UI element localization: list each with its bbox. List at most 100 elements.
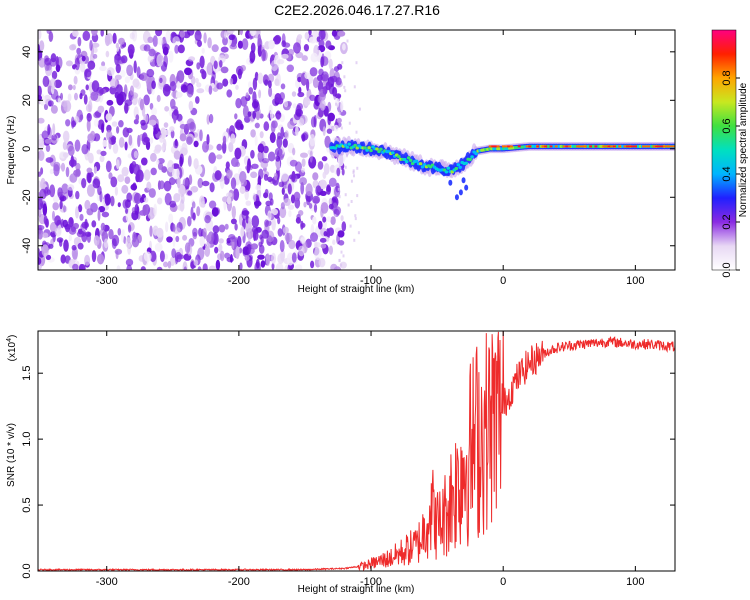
noise-cell bbox=[87, 60, 96, 70]
noise-cell bbox=[301, 158, 306, 167]
noise-cell bbox=[303, 97, 311, 106]
signal-core bbox=[404, 160, 409, 164]
noise-cell bbox=[63, 137, 69, 143]
noise-cell bbox=[141, 157, 148, 166]
noise-cell bbox=[82, 30, 91, 41]
signal-peak bbox=[568, 145, 571, 148]
noise-cell bbox=[86, 172, 91, 183]
noise-cell bbox=[38, 85, 42, 97]
noise-cell bbox=[88, 152, 94, 164]
noise-cell bbox=[97, 105, 105, 114]
noise-cell bbox=[259, 234, 263, 240]
noise-cell bbox=[239, 262, 243, 270]
noise-cell bbox=[313, 115, 317, 128]
noise-cell bbox=[261, 158, 270, 164]
noise-cell bbox=[55, 64, 61, 73]
noise-cell bbox=[164, 106, 170, 112]
noise-cell bbox=[159, 134, 165, 143]
noise-cell bbox=[125, 237, 132, 249]
signal-peak bbox=[581, 145, 585, 148]
noise-cell bbox=[356, 166, 359, 170]
noise-cell bbox=[54, 227, 62, 237]
signal-core bbox=[454, 166, 459, 171]
noise-cell bbox=[252, 77, 258, 91]
noise-cell bbox=[340, 126, 343, 130]
noise-cell bbox=[108, 139, 112, 150]
noise-cell bbox=[234, 223, 238, 231]
noise-cell bbox=[250, 171, 258, 179]
noise-cell bbox=[148, 119, 157, 126]
noise-cell bbox=[176, 81, 181, 89]
signal-peak bbox=[655, 145, 659, 148]
noise-cell bbox=[99, 228, 106, 237]
noise-cell bbox=[143, 44, 151, 52]
noise-cell bbox=[335, 93, 342, 99]
noise-cell bbox=[177, 204, 185, 211]
noise-cell bbox=[38, 197, 44, 210]
noise-cell bbox=[93, 111, 102, 119]
signal-peak bbox=[589, 145, 593, 148]
noise-cell bbox=[213, 60, 218, 70]
noise-cell bbox=[354, 214, 357, 218]
noise-cell bbox=[224, 223, 229, 230]
noise-cell bbox=[193, 259, 199, 267]
noise-cell bbox=[79, 213, 84, 221]
noise-cell bbox=[112, 143, 119, 154]
noise-cell bbox=[140, 119, 146, 126]
noise-cell bbox=[291, 252, 297, 263]
noise-cell bbox=[83, 94, 88, 105]
noise-cell bbox=[100, 222, 106, 231]
noise-cell bbox=[182, 178, 189, 187]
noise-cell bbox=[352, 169, 355, 173]
noise-cell bbox=[166, 236, 173, 243]
noise-cell bbox=[150, 152, 157, 162]
signal-peak bbox=[541, 145, 545, 148]
signal-core bbox=[397, 155, 401, 159]
y-tick-label: 1.0 bbox=[21, 431, 33, 446]
noise-cell bbox=[155, 30, 163, 37]
noise-cell bbox=[222, 36, 228, 46]
noise-cell bbox=[54, 215, 61, 226]
noise-cell bbox=[220, 46, 229, 53]
noise-cell bbox=[180, 84, 188, 93]
noise-cell bbox=[340, 215, 344, 222]
colorbar-tick-label: 0.4 bbox=[721, 166, 733, 181]
noise-cell bbox=[52, 210, 55, 221]
noise-cell bbox=[126, 192, 133, 203]
noise-cell bbox=[162, 46, 169, 56]
noise-cell bbox=[341, 61, 344, 65]
noise-cell bbox=[96, 149, 102, 155]
noise-cell bbox=[303, 201, 307, 208]
noise-cell bbox=[191, 201, 196, 209]
noise-cell bbox=[304, 32, 309, 40]
noise-cell bbox=[308, 36, 317, 44]
noise-cell bbox=[222, 196, 229, 203]
noise-cell bbox=[202, 263, 208, 270]
noise-cell bbox=[81, 178, 87, 189]
signal-peak bbox=[554, 145, 558, 148]
noise-cell bbox=[193, 158, 199, 170]
noise-cell bbox=[312, 172, 319, 181]
noise-cell bbox=[268, 86, 273, 98]
noise-cell bbox=[257, 34, 262, 46]
noise-cell bbox=[287, 264, 293, 270]
noise-cell bbox=[117, 174, 125, 183]
noise-cell bbox=[174, 91, 183, 98]
noise-cell bbox=[218, 243, 223, 253]
noise-cell bbox=[101, 211, 110, 218]
noise-cell bbox=[70, 155, 75, 168]
noise-cell bbox=[319, 190, 327, 196]
signal-peak bbox=[612, 145, 616, 148]
signal-core bbox=[458, 165, 463, 169]
noise-cell bbox=[41, 244, 49, 257]
noise-cell bbox=[267, 176, 273, 182]
noise-cell bbox=[328, 203, 334, 210]
noise-cell bbox=[333, 266, 342, 270]
noise-cell bbox=[180, 194, 185, 204]
noise-cell bbox=[242, 105, 249, 118]
noise-cell bbox=[350, 200, 353, 203]
signal-core bbox=[446, 166, 451, 170]
noise-cell bbox=[319, 99, 326, 111]
noise-cell bbox=[283, 42, 291, 48]
noise-cell bbox=[124, 141, 128, 151]
